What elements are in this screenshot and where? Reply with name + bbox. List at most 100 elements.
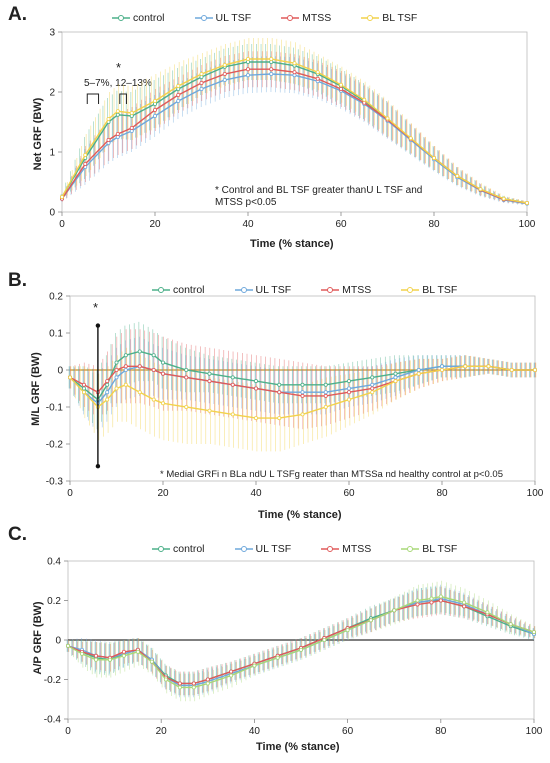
data-point — [346, 379, 351, 384]
significance-bar-top — [95, 323, 101, 328]
x-tick-label: 100 — [526, 726, 543, 737]
data-point — [393, 371, 398, 376]
data-point — [115, 109, 120, 114]
legend-item: MTSS — [321, 543, 371, 555]
data-point — [338, 82, 343, 87]
data-point — [322, 638, 327, 643]
panel-b-legend: control UL TSF MTSS BL TSF — [152, 284, 487, 296]
data-point — [160, 401, 165, 406]
data-point — [462, 600, 467, 605]
data-point — [105, 382, 110, 387]
data-point — [177, 685, 182, 690]
x-tick-label: 80 — [428, 219, 440, 230]
data-point — [370, 375, 375, 380]
legend-swatch-icon — [401, 546, 420, 552]
series-markers-bl-tsf — [68, 364, 538, 421]
legend-item: control — [112, 12, 165, 24]
legend-label: BL TSF — [422, 543, 458, 555]
data-point — [408, 136, 413, 141]
x-tick-label: 80 — [435, 726, 447, 737]
data-point — [152, 108, 157, 113]
data-point — [83, 152, 88, 157]
data-point — [486, 364, 491, 369]
data-point — [123, 382, 128, 387]
data-point — [163, 677, 168, 682]
data-point — [275, 655, 280, 660]
data-point — [177, 681, 182, 686]
data-point — [269, 67, 274, 72]
data-point — [532, 630, 537, 635]
data-point — [485, 610, 490, 615]
data-point — [253, 416, 258, 421]
significance-bracket — [119, 93, 127, 104]
data-point — [105, 397, 110, 402]
data-point — [416, 371, 421, 376]
panel-b-x-axis-label: Time (% stance) — [258, 509, 342, 521]
data-point — [105, 390, 110, 395]
data-point — [105, 379, 110, 384]
y-tick-label: 3 — [49, 28, 55, 39]
data-point — [151, 353, 156, 358]
data-point — [114, 367, 119, 372]
legend-swatch-icon — [321, 546, 340, 552]
legend-label: BL TSF — [422, 284, 458, 296]
legend-item: BL TSF — [361, 12, 417, 24]
data-point — [323, 404, 328, 409]
data-point — [370, 386, 375, 391]
data-point — [68, 375, 73, 380]
x-tick-label: 20 — [149, 219, 161, 230]
panel-b-annotation: * Medial GRFi n BLa ndU L TSFg reater th… — [160, 469, 503, 480]
data-point — [66, 643, 71, 648]
data-point — [93, 653, 98, 658]
panel-a-letter: A. — [8, 4, 27, 25]
legend-item: control — [152, 284, 205, 296]
x-tick-label: 20 — [156, 726, 168, 737]
data-point — [277, 416, 282, 421]
data-point — [93, 657, 98, 662]
chart-panel-3: -0.4 -0.2 0 0.2 0.4 0 20 40 60 80 100 — [44, 557, 543, 738]
series-error-bars-control — [60, 44, 527, 205]
legend-swatch-icon — [194, 15, 213, 21]
data-point — [230, 412, 235, 417]
legend-item: BL TSF — [401, 543, 457, 555]
data-point — [81, 382, 86, 387]
y-tick-label: 0 — [55, 636, 61, 647]
data-point — [300, 382, 305, 387]
data-point — [123, 367, 128, 372]
data-point — [151, 367, 156, 372]
panel-a-annotation: * Control and BL TSF greater thanU L TSF… — [215, 185, 423, 208]
data-point — [385, 116, 390, 121]
data-point — [184, 404, 189, 409]
data-point — [135, 649, 140, 654]
x-tick-label: 100 — [527, 488, 544, 499]
data-point — [129, 111, 134, 116]
data-point — [230, 382, 235, 387]
legend-label: MTSS — [302, 12, 332, 24]
significance-bar-bottom — [95, 464, 101, 469]
legend-swatch-icon — [152, 287, 170, 293]
data-point — [368, 618, 373, 623]
legend-swatch-marker — [327, 287, 334, 293]
data-point — [151, 397, 156, 402]
series-error-bars-bl-tsf — [68, 580, 536, 702]
data-point — [137, 390, 142, 395]
data-point — [455, 173, 460, 178]
legend-swatch-marker — [407, 287, 414, 293]
legend-swatch-marker — [118, 15, 124, 21]
data-point — [207, 371, 212, 376]
legend-swatch-marker — [240, 287, 247, 293]
panel-a-legend: control UL TSF MTSS BL TSF — [112, 12, 447, 24]
data-point — [79, 651, 84, 656]
y-tick-label: -0.1 — [46, 403, 64, 414]
panel-a-significance-range-label: 5–7%, 12–13% — [84, 78, 152, 89]
legend-swatch-marker — [158, 546, 164, 552]
data-point — [292, 61, 297, 66]
data-point — [478, 187, 483, 192]
legend-swatch-icon — [281, 15, 300, 21]
panel-a-significance-star: * — [116, 60, 122, 75]
data-point — [207, 379, 212, 384]
legend-item: BL TSF — [401, 284, 457, 296]
data-point — [106, 137, 111, 142]
